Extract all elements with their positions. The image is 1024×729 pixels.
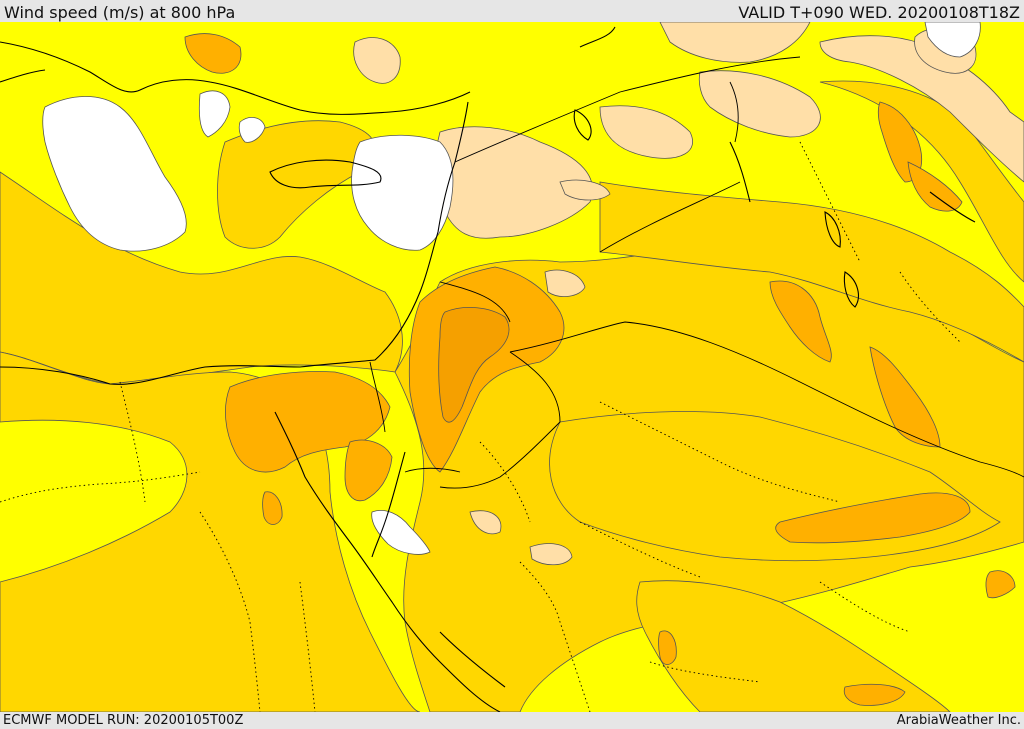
map-title: Wind speed (m/s) at 800 hPa xyxy=(4,3,236,22)
country-borders xyxy=(369,56,1024,489)
valid-time-label: VALID T+090 WED. 20200108T18Z xyxy=(738,3,1020,22)
model-run-label: ECMWF MODEL RUN: 20200105T00Z xyxy=(3,713,244,728)
wind-speed-map[interactable] xyxy=(0,22,1024,712)
top-header-bar: Wind speed (m/s) at 800 hPa VALID T+090 … xyxy=(0,0,1024,22)
bottom-footer-bar: ECMWF MODEL RUN: 20200105T00Z ArabiaWeat… xyxy=(0,712,1024,729)
map-canvas xyxy=(0,22,1024,712)
contour-peak-speed xyxy=(438,307,510,423)
contour-pale-region xyxy=(353,22,1024,566)
admin-boundaries xyxy=(0,141,961,712)
credit-label: ArabiaWeather Inc. xyxy=(896,713,1021,728)
coastlines xyxy=(0,26,976,712)
contour-calm-region xyxy=(42,22,981,555)
